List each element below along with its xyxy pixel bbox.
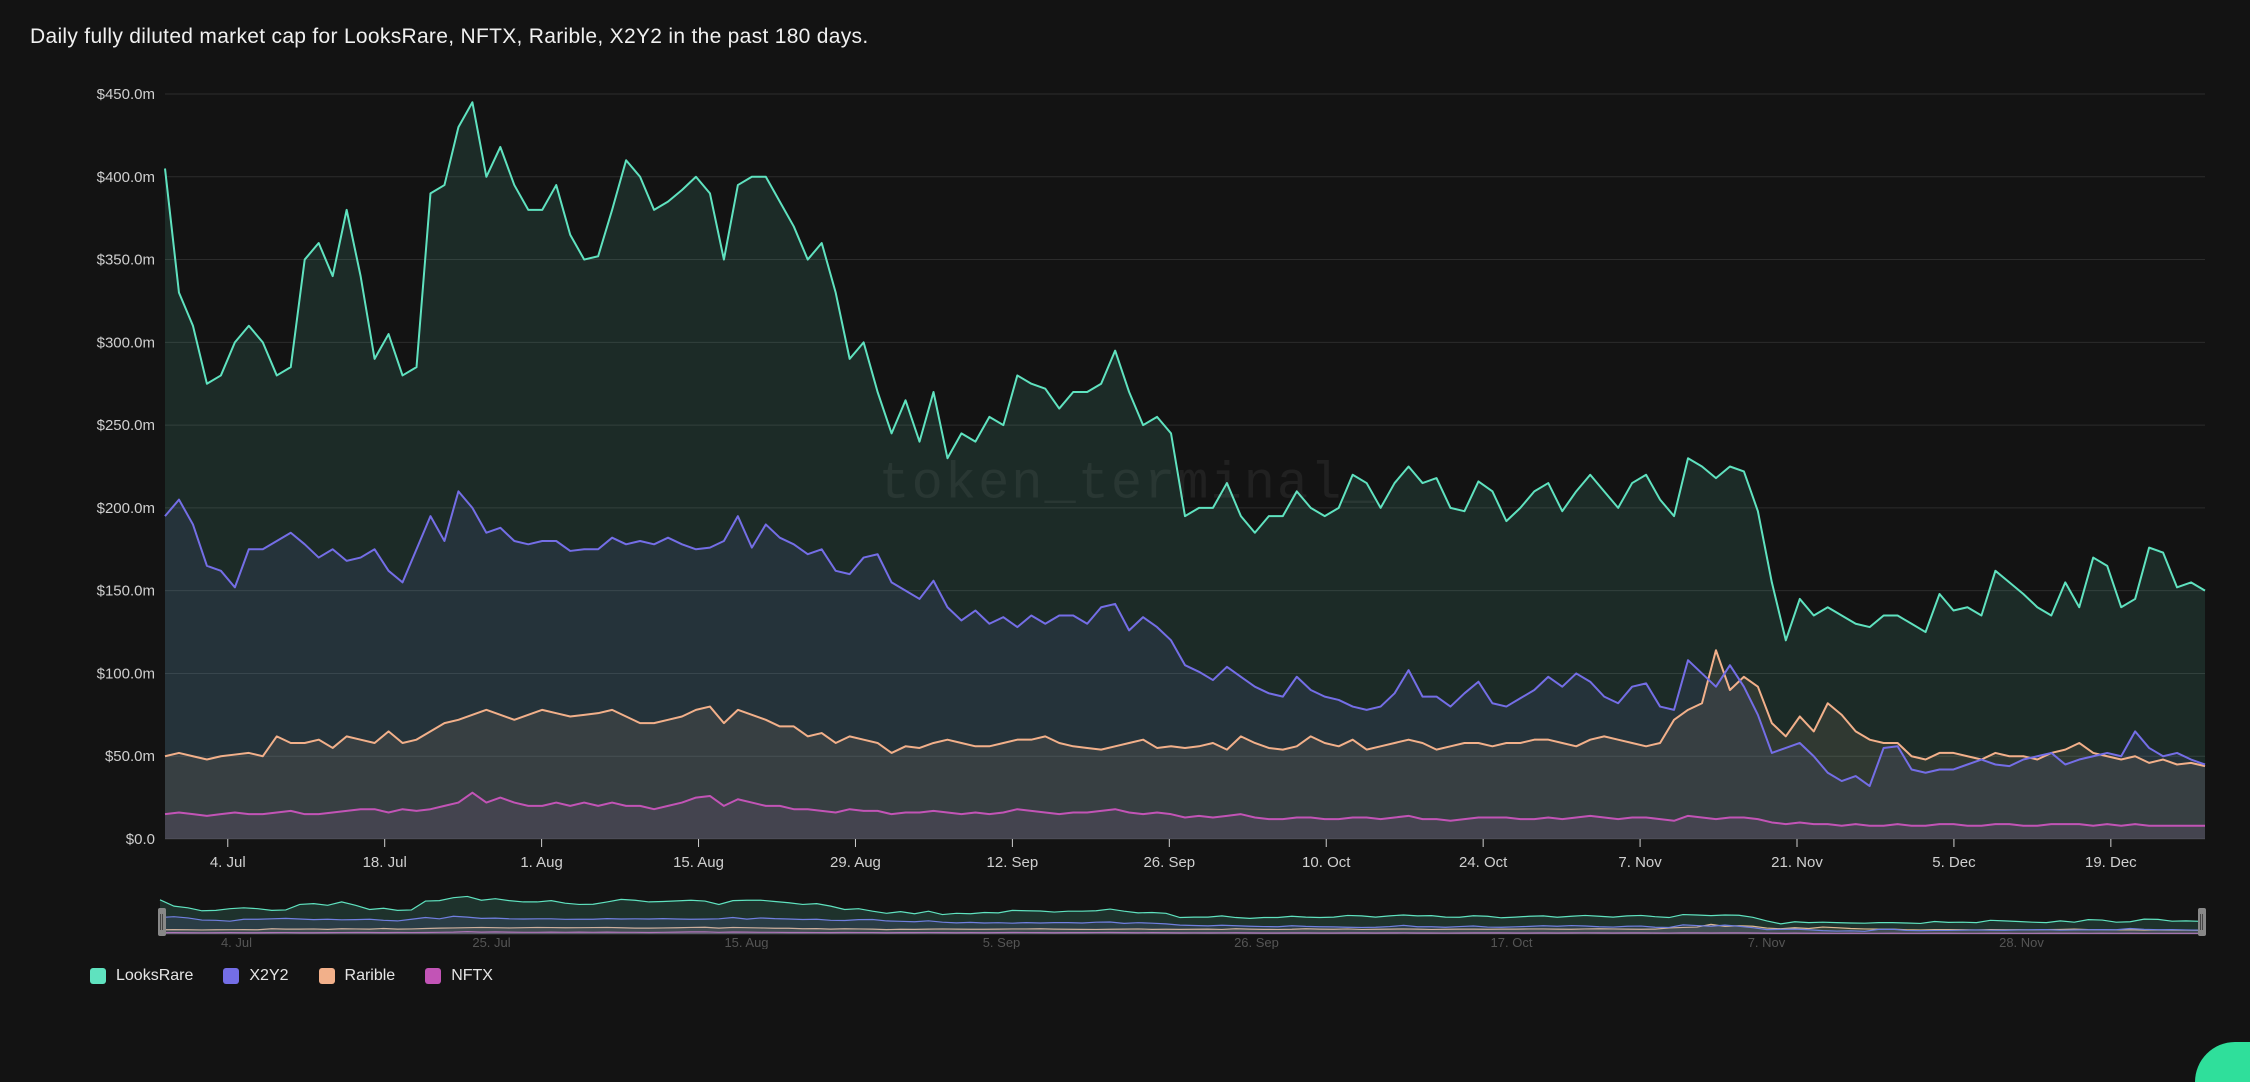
brush-timeline[interactable]: 4. Jul 25. Jul 15. Aug 5. Sep 26. Sep 17. Oct… [30,894,2220,949]
y-axis-label: $400.0m [97,169,155,186]
y-axis-label: $50.0m [105,748,155,765]
legend-label: Rarible [345,967,396,985]
chart-title: Daily fully diluted market cap for Looks… [30,25,2220,49]
legend-swatch [319,968,335,984]
x-axis-label: 10. Oct [1302,854,1351,871]
x-axis-label: 1. Aug [520,854,563,871]
legend-item-nftx[interactable]: NFTX [425,967,493,985]
brush-date-label: 4. Jul [221,935,252,949]
legend-label: LooksRare [116,967,193,985]
legend-label: NFTX [451,967,493,985]
x-axis-label: 29. Aug [830,854,881,871]
legend-swatch [223,968,239,984]
y-axis-label: $250.0m [97,417,155,434]
y-axis-label: $0.0 [126,831,155,848]
x-axis-label: 19. Dec [2085,854,2137,871]
x-axis-label: 5. Dec [1932,854,1976,871]
brush-handle-left[interactable] [158,908,166,936]
x-axis-label: 26. Sep [1143,854,1195,871]
x-axis-label: 21. Nov [1771,854,1823,871]
brush-area-looksrare [160,896,2200,934]
x-axis-label: 15. Aug [673,854,724,871]
legend-swatch [90,968,106,984]
y-axis-label: $450.0m [97,89,155,103]
legend-label: X2Y2 [249,967,288,985]
x-axis-label: 24. Oct [1459,854,1508,871]
line-chart[interactable]: $0.0 $50.0m $100.0m $150.0m $200.0m $250.0m $3… [35,89,2215,879]
legend-item-looksrare[interactable]: LooksRare [90,967,193,985]
legend-item-x2y2[interactable]: X2Y2 [223,967,288,985]
legend: LooksRare X2Y2 Rarible NFTX [30,967,2220,985]
x-axis-label: 7. Nov [1618,854,1662,871]
help-fab[interactable] [2195,1042,2250,1082]
brush-handle-right[interactable] [2198,908,2206,936]
brush-date-label: 26. Sep [1234,935,1279,949]
brush-date-label: 25. Jul [472,935,510,949]
x-axis-label: 18. Jul [363,854,407,871]
chart-container: token_terminal_ $0.0$50.0m$100.0m$150.0m… [35,89,2220,879]
y-axis-label: $300.0m [97,334,155,351]
brush-date-label: 28. Nov [1999,935,2044,949]
series-area-looksrare [165,102,2205,839]
y-axis-label: $350.0m [97,252,155,269]
y-axis-label: $150.0m [97,583,155,600]
brush-date-label: 17. Oct [1491,935,1533,949]
brush-date-label: 15. Aug [724,935,768,949]
y-axis-label: $100.0m [97,665,155,682]
x-axis-label: 4. Jul [210,854,246,871]
brush-date-label: 7. Nov [1748,935,1786,949]
y-axis-label: $200.0m [97,500,155,517]
legend-swatch [425,968,441,984]
brush-chart[interactable]: 4. Jul 25. Jul 15. Aug 5. Sep 26. Sep 17. Oct… [30,894,2210,949]
x-axis-label: 12. Sep [987,854,1039,871]
brush-date-label: 5. Sep [983,935,1021,949]
legend-item-rarible[interactable]: Rarible [319,967,396,985]
